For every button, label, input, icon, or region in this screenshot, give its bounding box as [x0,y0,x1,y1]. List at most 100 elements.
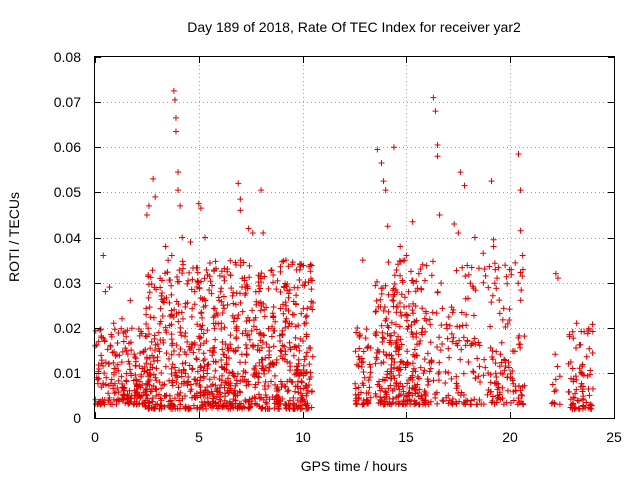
data-point [430,94,437,101]
data-point [194,405,201,412]
data-point [263,304,270,311]
data-point [491,280,498,287]
data-point [124,351,131,358]
data-point [202,403,209,410]
data-point [198,402,205,409]
data-point [242,327,249,334]
data-point [354,325,361,332]
data-point [433,310,440,317]
data-point [504,387,511,394]
data-point [249,229,256,236]
data-point [235,311,242,318]
data-point [506,306,513,313]
data-point [487,323,494,330]
data-point [136,332,143,339]
data-point [189,305,196,312]
data-point [211,312,218,319]
data-point [392,348,399,355]
data-point [212,367,219,374]
y-tick-label: 0.03 [54,275,81,291]
chart-title: Day 189 of 2018, Rate Of TEC Index for r… [187,19,521,35]
data-point [449,396,456,403]
data-point [355,363,362,370]
data-point [352,391,359,398]
data-point [355,394,362,401]
data-point [219,346,226,353]
data-point [272,318,279,325]
data-point [218,326,225,333]
data-point [303,392,310,399]
data-point [156,348,163,355]
data-point [299,282,306,289]
data-point [552,270,559,277]
data-point [168,282,175,289]
data-point [112,389,119,396]
data-point [570,335,577,342]
data-point [283,302,290,309]
data-point [366,384,373,391]
data-point [215,402,222,409]
data-point [463,311,470,318]
data-point [292,323,299,330]
data-point [101,337,108,344]
data-point [423,310,430,317]
data-point [285,323,292,330]
data-point [127,297,134,304]
data-point [198,326,205,333]
data-point [571,405,578,412]
data-point [517,387,524,394]
data-point [297,390,304,397]
data-point [417,337,424,344]
data-point [554,363,561,370]
data-point [413,399,420,406]
data-point [512,259,519,266]
data-point [390,293,397,300]
x-tick-label: 0 [91,429,99,445]
data-point [112,353,119,360]
data-point [200,350,207,357]
data-point [171,306,178,313]
data-point [218,320,225,327]
data-point [445,345,452,352]
data-point [408,322,415,329]
data-point [588,402,595,409]
data-point [385,259,392,266]
data-point [515,382,522,389]
data-point [570,400,577,407]
data-point [405,288,412,295]
data-point [237,389,244,396]
data-point [367,394,374,401]
data-point [268,378,275,385]
data-point [289,259,296,266]
data-point [391,375,398,382]
data-point [402,311,409,318]
data-point [237,257,244,264]
data-point [584,373,591,380]
data-point [434,343,441,350]
data-point [160,299,167,306]
data-point [389,387,396,394]
data-point [121,392,128,399]
data-point [519,252,526,259]
data-point [256,403,263,410]
data-point [256,395,263,402]
data-point [291,284,298,291]
data-point [216,391,223,398]
data-point [300,396,307,403]
data-point [385,308,392,315]
data-point [237,290,244,297]
x-tick-label: 5 [195,429,203,445]
data-point [283,402,290,409]
data-point [236,388,243,395]
data-point [456,323,463,330]
data-point [258,344,265,351]
data-point [500,305,507,312]
data-point [142,385,149,392]
data-point [145,281,152,288]
data-point [249,342,256,349]
data-point [168,370,175,377]
data-point [152,401,159,408]
data-point [411,346,418,353]
data-point [293,292,300,299]
data-point [470,369,477,376]
